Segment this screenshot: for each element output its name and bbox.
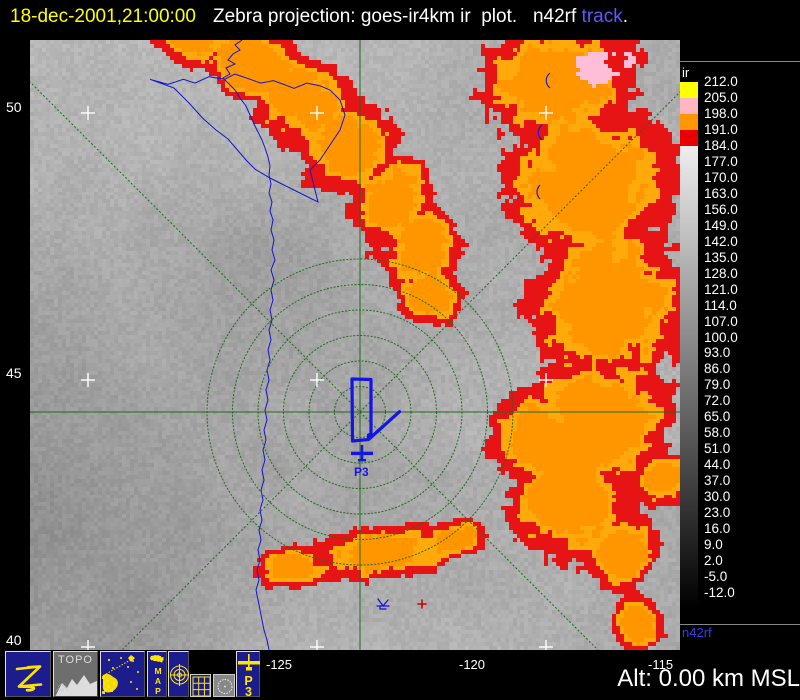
svg-text:M: M: [154, 666, 161, 676]
svg-text:P3: P3: [354, 465, 369, 479]
svg-text:P: P: [155, 686, 161, 696]
svg-text:3: 3: [245, 685, 252, 698]
svg-text:A: A: [155, 676, 161, 686]
